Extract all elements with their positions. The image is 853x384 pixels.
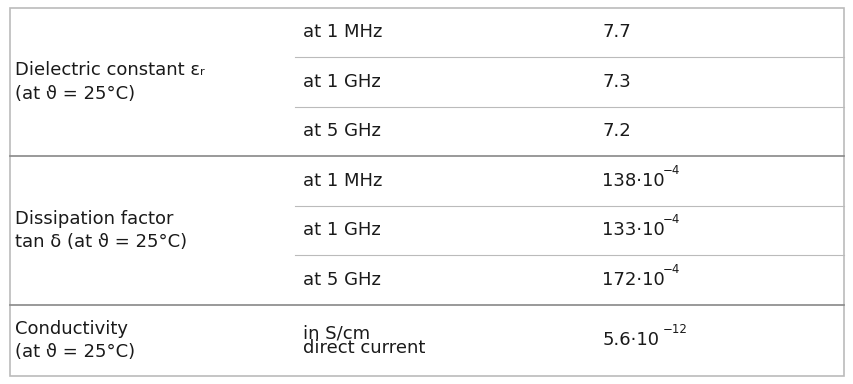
Text: at 1 MHz: at 1 MHz bbox=[303, 23, 382, 41]
Text: −4: −4 bbox=[662, 263, 679, 276]
Text: at 1 MHz: at 1 MHz bbox=[303, 172, 382, 190]
Text: at 1 GHz: at 1 GHz bbox=[303, 221, 380, 239]
Text: 7.3: 7.3 bbox=[601, 73, 630, 91]
Text: at 1 GHz: at 1 GHz bbox=[303, 73, 380, 91]
Text: 133·10: 133·10 bbox=[601, 221, 664, 239]
Text: in S/cm: in S/cm bbox=[303, 324, 370, 342]
Text: 172·10: 172·10 bbox=[601, 271, 664, 289]
Text: Conductivity
(at ϑ = 25°C): Conductivity (at ϑ = 25°C) bbox=[15, 319, 136, 361]
Text: at 5 GHz: at 5 GHz bbox=[303, 122, 380, 141]
Text: direct current: direct current bbox=[303, 339, 425, 357]
Text: 5.6·10: 5.6·10 bbox=[601, 331, 659, 349]
Text: −4: −4 bbox=[662, 164, 679, 177]
Text: at 5 GHz: at 5 GHz bbox=[303, 271, 380, 289]
Text: 138·10: 138·10 bbox=[601, 172, 664, 190]
Text: −4: −4 bbox=[662, 213, 679, 226]
Text: Dissipation factor
tan δ (at ϑ = 25°C): Dissipation factor tan δ (at ϑ = 25°C) bbox=[15, 210, 188, 251]
Text: 7.2: 7.2 bbox=[601, 122, 630, 141]
Text: 7.7: 7.7 bbox=[601, 23, 630, 41]
Text: −12: −12 bbox=[662, 323, 687, 336]
Text: Dielectric constant εᵣ
(at ϑ = 25°C): Dielectric constant εᵣ (at ϑ = 25°C) bbox=[15, 61, 205, 103]
